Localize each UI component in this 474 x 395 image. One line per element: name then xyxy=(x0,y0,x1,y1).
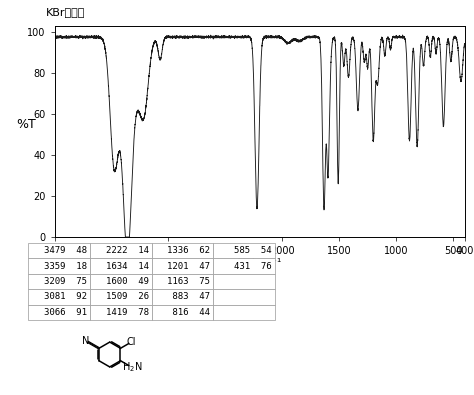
Text: H$_2$N: H$_2$N xyxy=(122,361,142,374)
Text: N: N xyxy=(82,336,90,346)
X-axis label: 波数/cm⁻¹: 波数/cm⁻¹ xyxy=(237,258,282,267)
Text: Cl: Cl xyxy=(127,337,136,347)
Text: KBr压片法: KBr压片法 xyxy=(46,7,86,17)
Y-axis label: %T: %T xyxy=(16,118,36,131)
